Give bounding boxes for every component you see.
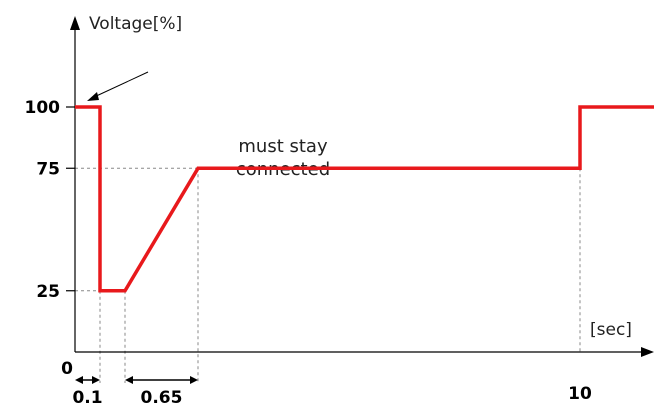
interval-arrowhead-left — [75, 376, 83, 384]
interval-arrowhead-left — [125, 376, 133, 384]
origin-label: 0 — [61, 359, 73, 379]
dashed-guides — [75, 167, 581, 383]
interval-markers: 0.1 0.65 — [72, 376, 198, 408]
y-tick-label: 100 — [25, 98, 61, 118]
x-ticks: 10 — [568, 384, 592, 404]
series-group — [75, 105, 654, 293]
pointer-arrowhead-icon — [87, 92, 99, 101]
x-tick-label: 10 — [568, 384, 592, 404]
pointer-arrow-icon — [91, 71, 149, 99]
y-ticks: 25 75 100 — [25, 98, 75, 302]
interval-label: 0.65 — [141, 388, 183, 408]
series-line — [75, 105, 654, 293]
y-axis-title: Voltage[%] — [89, 14, 182, 34]
y-tick-label: 75 — [36, 159, 60, 179]
y-tick-label: 25 — [36, 282, 60, 302]
interval-arrowhead-right — [190, 376, 198, 384]
y-axis-arrow-icon — [70, 16, 80, 30]
x-axis-title: [sec] — [590, 320, 632, 340]
interval-arrowhead-right — [92, 376, 100, 384]
interval-label: 0.1 — [72, 388, 102, 408]
x-axis-arrow-icon — [641, 347, 654, 357]
annotation-line-1: must stay — [238, 136, 328, 157]
